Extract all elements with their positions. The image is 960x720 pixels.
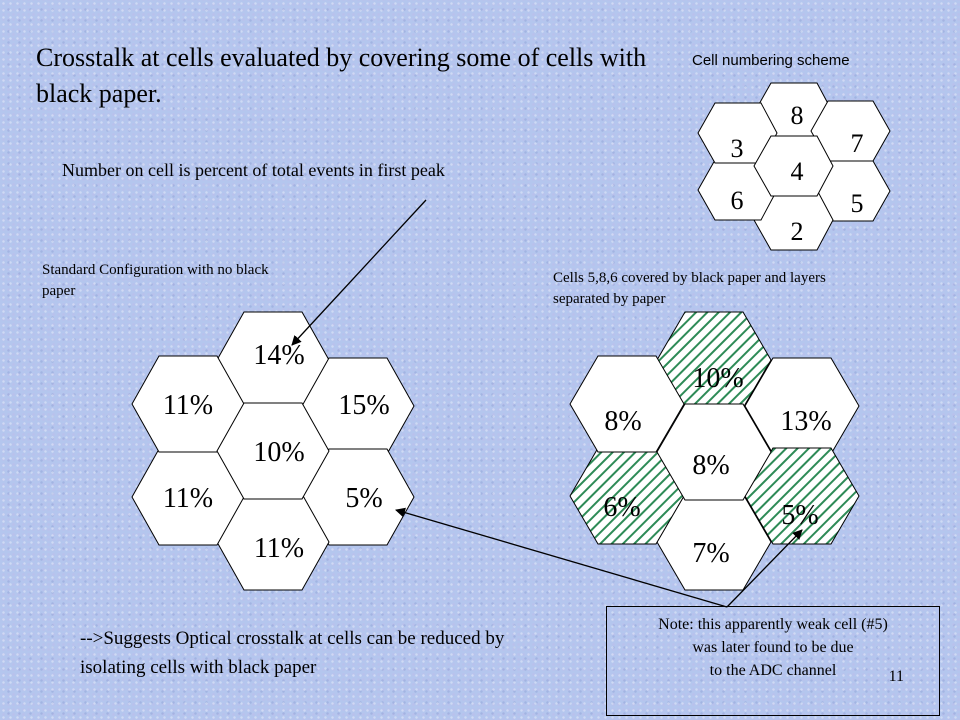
note-arrow-to-standard [395, 507, 728, 608]
scheme-cell-3 [697, 102, 778, 164]
standard-cell-5 [301, 448, 415, 546]
scheme-label-3: 3 [731, 134, 744, 163]
covered-cell-3 [569, 355, 685, 453]
standard-label-8: 14% [253, 340, 304, 371]
covered-label-4: 8% [692, 450, 729, 481]
standard-label-7: 15% [338, 390, 389, 421]
scheme-label-4: 4 [791, 157, 804, 186]
scheme-label-7: 7 [851, 129, 864, 158]
scheme-label-5: 5 [851, 189, 864, 218]
slide-title: Crosstalk at cells evaluated by covering… [36, 43, 647, 108]
scheme-label-8: 8 [791, 101, 804, 130]
standard-label-2: 11% [254, 533, 304, 564]
note-line-2: was later found to be due [692, 639, 854, 656]
scheme-caption: Cell numbering scheme [692, 52, 850, 69]
page-number: 11 [888, 668, 904, 685]
standard-config-caption: Standard Configuration with no black pap… [42, 262, 269, 299]
standard-label-6: 11% [163, 483, 213, 514]
note-line-3: to the ADC channel [709, 662, 837, 679]
scheme-label-2: 2 [791, 217, 804, 246]
peak-caption-arrow [291, 199, 427, 346]
note-arrow-to-covered [726, 529, 803, 608]
scheme-label-6: 6 [731, 186, 744, 215]
standard-label-3: 11% [163, 390, 213, 421]
covered-label-8: 10% [692, 363, 743, 394]
covered-label-5: 5% [781, 500, 818, 531]
covered-config-diagram: 10% 8% 13% 8% 6% 5% 7% [569, 311, 860, 591]
peak-caption: Number on cell is percent of total event… [62, 160, 445, 180]
note-box: Note: this apparently weak cell (#5) was… [606, 606, 940, 716]
covered-label-3: 8% [604, 406, 641, 437]
covered-label-6: 6% [603, 492, 640, 523]
scheme-cell-4 [753, 135, 834, 197]
note-line-1: Note: this apparently weak cell (#5) [658, 616, 888, 633]
standard-label-4: 10% [253, 437, 304, 468]
standard-config-diagram: 14% 11% 15% 10% 11% 5% 11% [131, 311, 415, 591]
covered-cell-5 [744, 447, 860, 545]
standard-label-5: 5% [345, 483, 382, 514]
scheme-diagram: 8 7 3 4 6 5 2 [697, 82, 891, 251]
covered-config-caption: Cells 5,8,6 covered by black paper and l… [553, 270, 826, 307]
standard-cell-4 [216, 402, 330, 500]
covered-label-2: 7% [692, 538, 729, 569]
covered-cell-4 [656, 403, 772, 501]
conclusion-text: -->Suggests Optical crosstalk at cells c… [80, 628, 505, 678]
covered-label-7: 13% [780, 406, 831, 437]
